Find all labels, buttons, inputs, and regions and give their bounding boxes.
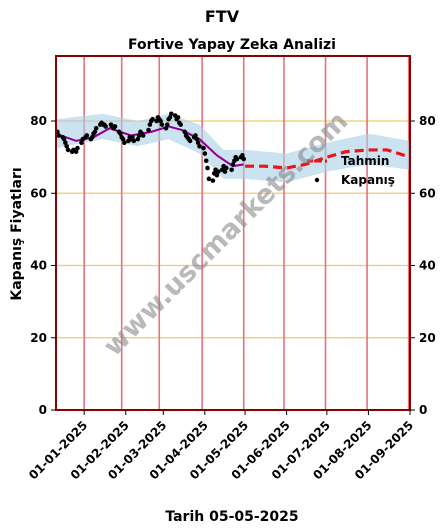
closing-point-78 xyxy=(210,178,216,183)
y-ticks-right: 0 20 40 60 80 xyxy=(410,114,436,417)
closing-point-4 xyxy=(63,140,68,145)
y-tick-right-label-3: 60 xyxy=(419,186,436,200)
closing-point-10 xyxy=(75,145,80,151)
closing-point-77 xyxy=(206,176,212,182)
closing-point-47 xyxy=(150,116,155,122)
closing-point-6 xyxy=(65,147,71,153)
y-tick-right-label-0: 0 xyxy=(419,403,427,417)
y-tick-right-label-2: 40 xyxy=(419,259,436,273)
closing-point-91 xyxy=(234,156,240,162)
closing-point-69 xyxy=(193,133,198,138)
plot-area xyxy=(55,56,411,410)
chart-subtitle: Fortive Yapay Zeka Analizi xyxy=(128,37,336,53)
closing-point-18 xyxy=(92,129,98,135)
y-tick-right-label-4: 80 xyxy=(419,114,436,128)
closing-point-88 xyxy=(230,162,236,167)
closing-point-74 xyxy=(202,151,208,156)
y-tick-left-label-0: 0 xyxy=(39,403,47,417)
closing-point-52 xyxy=(159,122,165,127)
closing-point-44 xyxy=(146,127,151,133)
closing-point-1 xyxy=(56,133,61,138)
closing-point-32 xyxy=(120,136,126,142)
y-ticks-left: 0 20 40 60 80 xyxy=(30,114,56,417)
closing-point-9 xyxy=(73,149,79,155)
closing-point-94 xyxy=(241,156,247,162)
closing-point-85 xyxy=(222,169,228,174)
closing-point-16 xyxy=(89,134,95,140)
closing-point-82 xyxy=(215,169,221,174)
closing-point-33 xyxy=(122,140,127,145)
closing-point-5 xyxy=(64,144,70,149)
closing-point-45 xyxy=(147,122,153,127)
closing-point-87 xyxy=(229,167,234,173)
closing-point-39 xyxy=(135,136,141,142)
closing-point-19 xyxy=(93,125,99,131)
closing-point-71 xyxy=(195,140,201,145)
closing-point-63 xyxy=(182,129,188,135)
closing-point-30 xyxy=(118,131,123,136)
closing-point-81 xyxy=(214,172,220,178)
closing-point-75 xyxy=(203,158,209,164)
y-tick-left-label-3: 60 xyxy=(30,186,47,200)
y-tick-left-label-1: 20 xyxy=(30,331,47,345)
closing-point-24 xyxy=(103,124,108,129)
closing-point-60 xyxy=(175,115,181,120)
closing-point-86 xyxy=(223,165,229,171)
closing-point-11 xyxy=(79,140,84,145)
y-axis-label: Kapanış Fiyatları xyxy=(9,167,25,300)
closing-point-57 xyxy=(169,111,174,117)
closing-point-28 xyxy=(112,124,118,129)
closing-point-54 xyxy=(164,122,170,127)
legend-closing-swatch xyxy=(314,177,320,183)
legend-closing-label: Kapanış xyxy=(341,173,395,187)
closing-point-43 xyxy=(140,133,146,138)
legend-forecast-label: Tahmin xyxy=(341,154,389,168)
y-tick-left-label-2: 40 xyxy=(30,259,47,273)
chart-title: FTV xyxy=(205,7,240,26)
closing-point-76 xyxy=(205,165,210,171)
closing-point-72 xyxy=(197,144,202,149)
y-tick-left-label-4: 80 xyxy=(30,114,47,128)
closing-point-38 xyxy=(131,138,137,144)
closing-point-51 xyxy=(158,118,163,124)
closing-point-37 xyxy=(130,134,135,140)
closing-point-53 xyxy=(163,125,169,131)
closing-point-56 xyxy=(167,115,173,120)
x-axis-label: Tarih 05-05-2025 xyxy=(165,509,298,525)
closing-point-3 xyxy=(61,136,67,142)
closing-point-62 xyxy=(178,122,184,127)
confidence-band xyxy=(56,113,410,183)
closing-point-93 xyxy=(240,153,245,158)
closing-point-14 xyxy=(84,133,90,138)
closing-point-67 xyxy=(187,138,193,144)
x-ticks: 01-01-202501-02-202501-03-202501-04-2025… xyxy=(26,410,416,482)
closing-point-73 xyxy=(201,145,206,151)
y-tick-right-label-1: 20 xyxy=(419,331,436,345)
plot-border xyxy=(55,55,411,411)
closing-point-70 xyxy=(194,136,200,142)
legend: Tahmin Kapanış xyxy=(307,154,395,187)
